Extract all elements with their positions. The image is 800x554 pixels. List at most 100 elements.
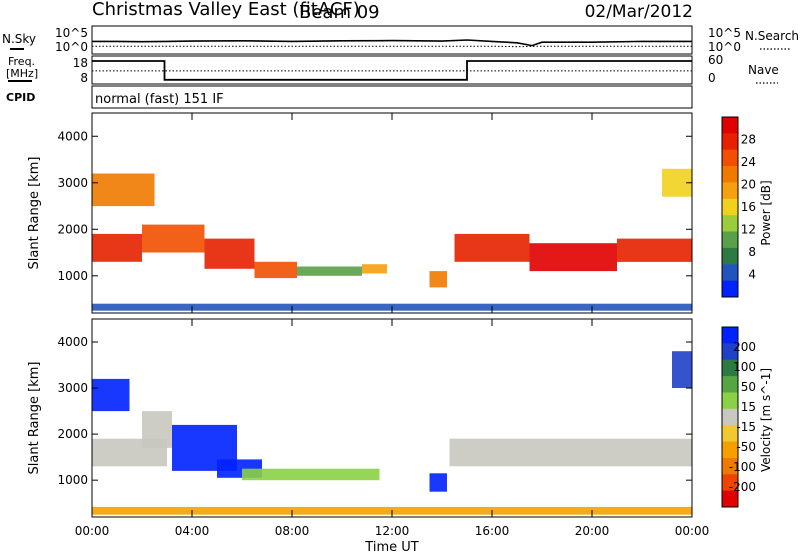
- power-scatter-band: [92, 233, 142, 262]
- velocity-scatter-band: [449, 438, 692, 467]
- freq-label-2: [MHz]: [6, 67, 38, 80]
- power-y-tick-label: 2000: [57, 222, 88, 236]
- noise-search-label: N.Search: [745, 29, 799, 43]
- velocity-colorbar-segment: [722, 457, 738, 475]
- power-scatter-band: [429, 271, 447, 288]
- nave-label: Nave: [748, 63, 779, 77]
- power-y-tick-label: 1000: [57, 269, 88, 283]
- velocity-colorbar-segment: [722, 425, 738, 443]
- power-y-axis-label: Slant Range [km]: [27, 157, 42, 270]
- power-colorbar-tick: 24: [741, 155, 756, 169]
- freq-right-tick-bottom: 0: [708, 71, 716, 85]
- power-colorbar-label: Power [dB]: [759, 180, 773, 245]
- power-scatter-band: [529, 243, 617, 272]
- freq-label-1: Freq.: [8, 55, 35, 68]
- velocity-panel: 1000 2000 3000 4000 Slant Range [km]: [27, 318, 693, 518]
- beam-label: Beam 09: [299, 2, 380, 23]
- velocity-colorbar-tick: 200: [733, 340, 756, 354]
- x-tick-label: 00:00: [75, 524, 110, 538]
- power-colorbar-segment: [722, 117, 738, 134]
- velocity-colorbar-tick: 100: [733, 360, 756, 374]
- power-colorbar-tick: 16: [741, 200, 756, 214]
- power-scatter-band: [142, 224, 205, 253]
- noise-panel: N.Sky 10^5 10^0 10^5 10^0 N.Search: [2, 25, 799, 55]
- station-title: Christmas Valley East (fitACF): [92, 0, 360, 20]
- power-scatter-band: [92, 173, 155, 207]
- velocity-colorbar-segment: [722, 376, 738, 393]
- power-colorbar-tick: 4: [748, 268, 756, 282]
- power-colorbar-tick: 28: [741, 133, 756, 147]
- frequency-line: [92, 60, 692, 81]
- velocity-scatter-band: [672, 351, 692, 388]
- power-colorbar-segment: [722, 280, 738, 298]
- power-scatter-band: [297, 266, 362, 276]
- power-scatter-band: [617, 238, 692, 262]
- velocity-y-tick-label: 3000: [57, 381, 88, 395]
- power-colorbar-segment: [722, 149, 738, 167]
- x-tick-label: 12:00: [375, 524, 410, 538]
- velocity-colorbar-frame: [721, 326, 739, 508]
- velocity-scatter-band: [92, 378, 130, 412]
- power-panel: 1000 2000 3000 4000 Slant Range [km]: [27, 112, 693, 314]
- power-colorbar-segment: [722, 247, 738, 265]
- velocity-colorbar-segment: [722, 490, 738, 508]
- power-scatter-band: [454, 233, 530, 262]
- x-tick-label: 16:00: [475, 524, 510, 538]
- power-scatter-band: [204, 238, 255, 269]
- velocity-scatter-band: [242, 468, 380, 481]
- velocity-y-tick-label: 2000: [57, 427, 88, 441]
- power-colorbar-tick: 8: [748, 245, 756, 259]
- velocity-colorbar-segment: [722, 392, 738, 410]
- date-label: 02/Mar/2012: [585, 2, 693, 22]
- freq-right-tick-top: 60: [708, 53, 723, 67]
- velocity-scatter-band: [142, 411, 172, 448]
- velocity-colorbar-segment: [722, 441, 738, 459]
- velocity-colorbar: 200 100 50 15 -15 -50 -100 -200: [721, 326, 756, 508]
- power-colorbar-frame: [721, 116, 739, 298]
- velocity-colorbar-tick: 50: [741, 380, 756, 394]
- frequency-panel: Freq. [MHz] 18 8 60 0 Nave: [6, 53, 779, 85]
- x-tick-label: 08:00: [275, 524, 310, 538]
- velocity-colorbar-tick: -200: [729, 480, 756, 494]
- x-axis-label: Time UT: [364, 540, 418, 554]
- power-scatter-band: [362, 264, 387, 274]
- noise-search-line: [92, 45, 692, 48]
- velocity-colorbar-segment: [722, 359, 738, 377]
- power-colorbar-segment: [722, 133, 738, 151]
- power-colorbar-segment: [722, 182, 738, 200]
- power-colorbar-segment: [722, 198, 738, 216]
- velocity-colorbar-segment: [722, 327, 738, 344]
- freq-left-tick-bottom: 8: [80, 71, 88, 85]
- velocity-y-axis-label: Slant Range [km]: [27, 362, 42, 475]
- noise-right-tick-bottom: 10^0: [708, 40, 741, 54]
- noise-right-tick-top: 10^5: [708, 26, 741, 40]
- velocity-colorbar-tick: -15: [736, 420, 756, 434]
- power-colorbar-tick: 20: [741, 178, 756, 192]
- velocity-y-tick-label: 4000: [57, 335, 88, 349]
- freq-left-tick-top: 18: [73, 56, 88, 70]
- velocity-colorbar-segment: [722, 408, 738, 426]
- velocity-colorbar-label: Velocity [m s^-1]: [759, 368, 773, 472]
- noise-left-tick-top: 10^5: [55, 26, 88, 40]
- power-colorbar-segment: [722, 215, 738, 233]
- power-colorbar-segment: [722, 264, 738, 282]
- velocity-scatter-band: [429, 473, 447, 492]
- noise-left-tick-bottom: 10^0: [55, 40, 88, 54]
- power-colorbar-segment: [722, 231, 738, 249]
- power-y-tick-label: 3000: [57, 176, 88, 190]
- power-colorbar: 4 8 12 16 20 24 28: [721, 116, 756, 298]
- power-colorbar-segment: [722, 166, 738, 183]
- velocity-colorbar-segment: [722, 343, 738, 361]
- x-tick-label: 04:00: [175, 524, 210, 538]
- power-colorbar-tick: 12: [741, 223, 756, 237]
- velocity-colorbar-segment: [722, 474, 738, 492]
- x-tick-label: 00:00: [675, 524, 710, 538]
- cpid-label: CPID: [6, 91, 35, 104]
- power-scatter-band: [254, 261, 297, 279]
- velocity-y-tick-label: 1000: [57, 473, 88, 487]
- velocity-colorbar-tick: 15: [741, 400, 756, 414]
- noise-sky-label: N.Sky: [2, 32, 36, 46]
- velocity-colorbar-tick: -100: [729, 460, 756, 474]
- cpid-value: normal (fast) 151 IF: [95, 92, 224, 107]
